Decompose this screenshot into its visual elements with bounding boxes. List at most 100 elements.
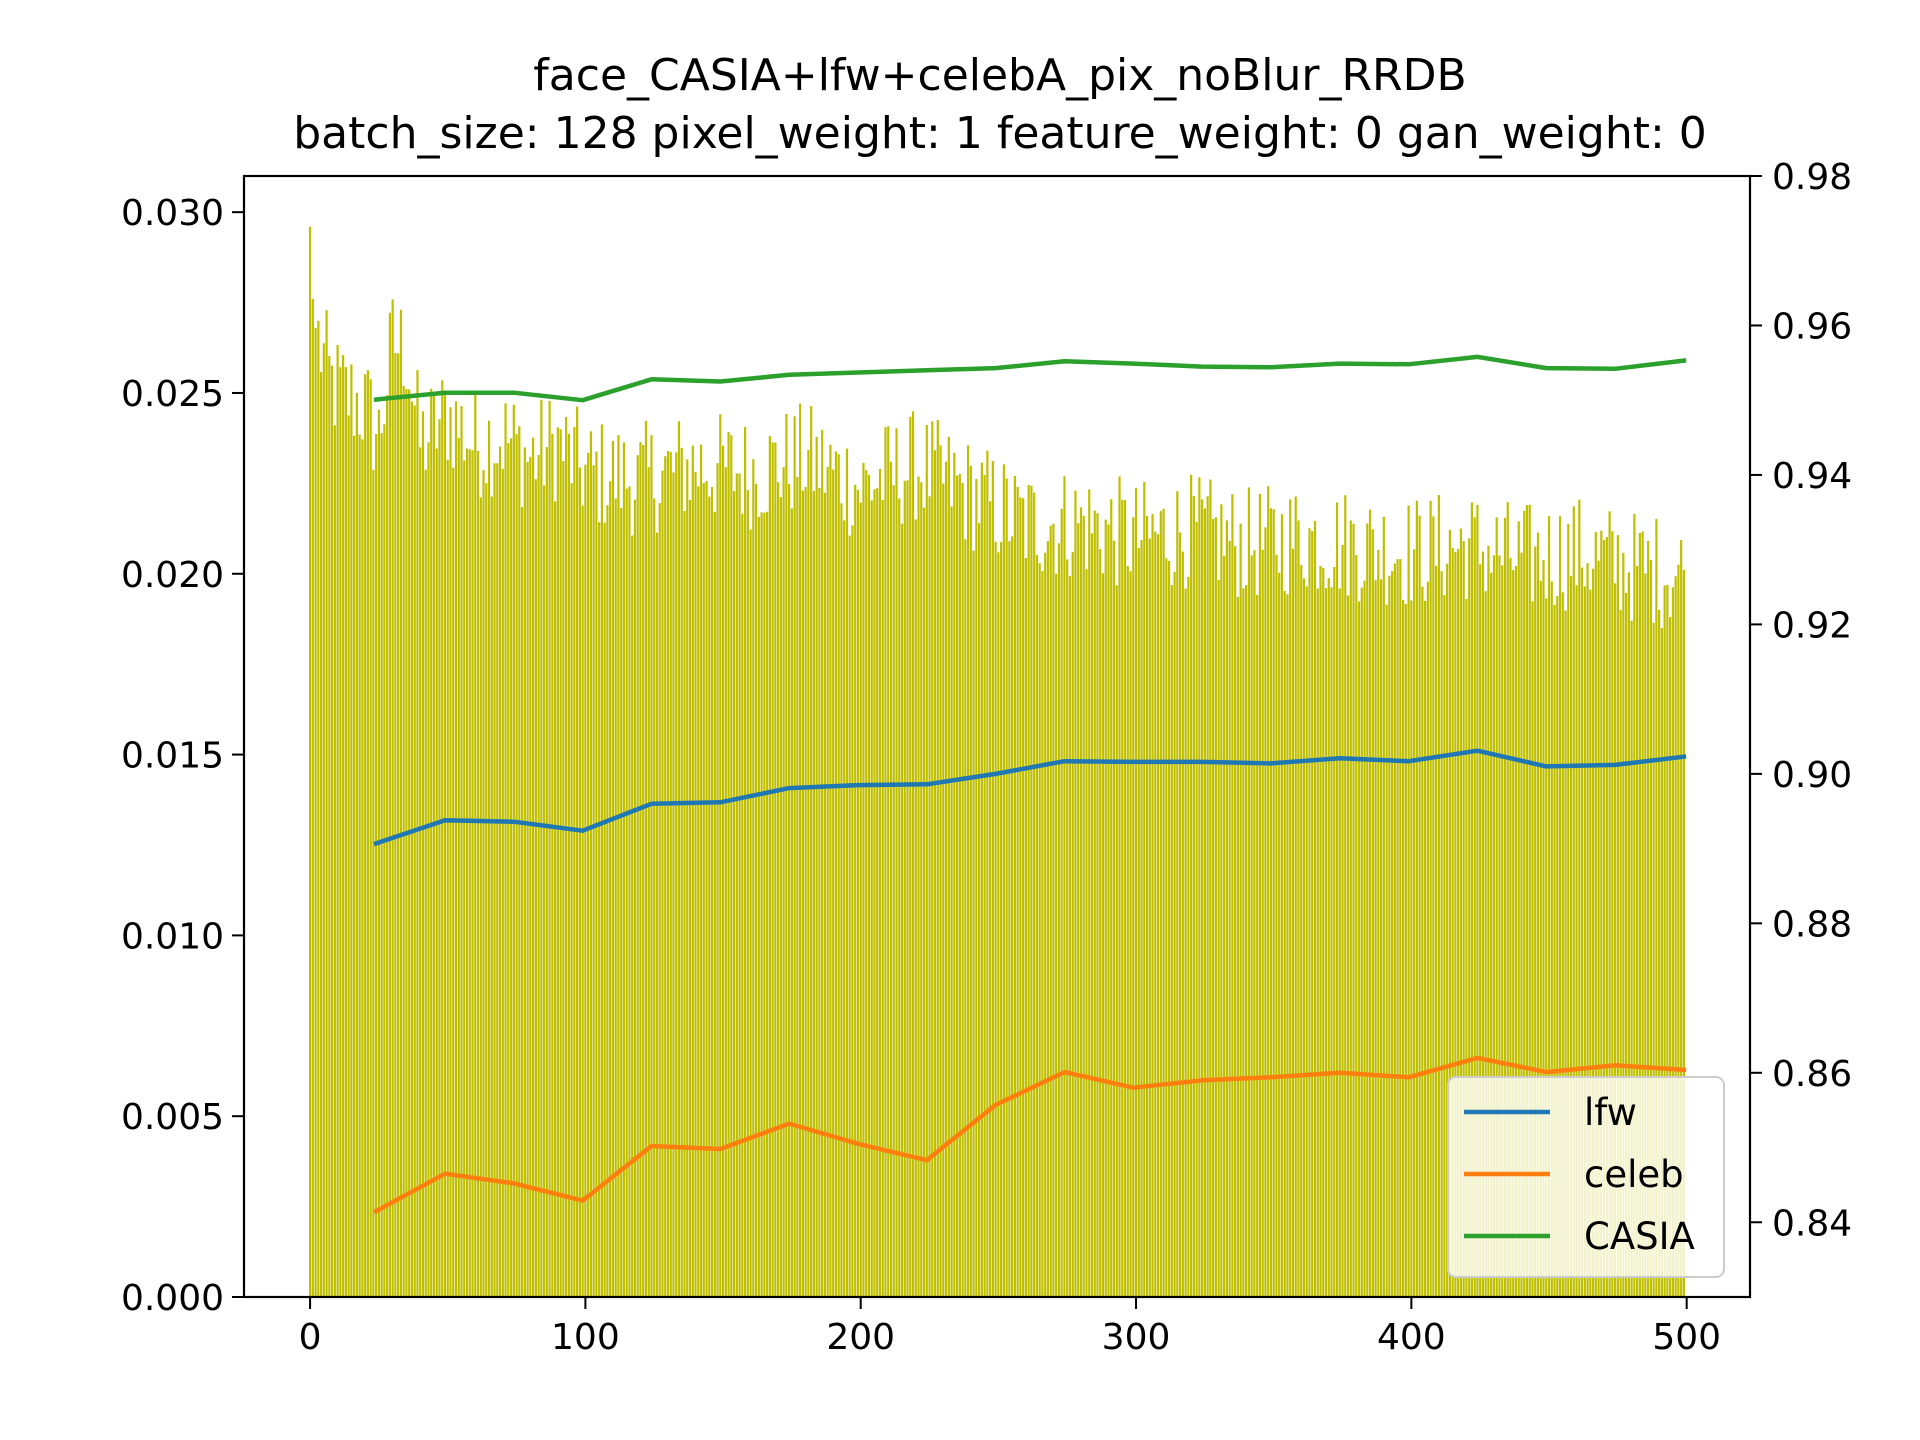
bar bbox=[366, 370, 369, 1297]
y-left-tick-label: 0.025 bbox=[121, 374, 224, 415]
bar bbox=[1622, 552, 1625, 1297]
bar bbox=[1382, 516, 1385, 1297]
bar bbox=[1542, 560, 1545, 1297]
bar bbox=[876, 488, 879, 1297]
bar bbox=[474, 392, 477, 1297]
y-right-tick-label: 0.88 bbox=[1772, 904, 1852, 945]
bar bbox=[364, 374, 367, 1297]
bar bbox=[702, 483, 705, 1298]
bar bbox=[1404, 604, 1407, 1297]
bar bbox=[1586, 563, 1589, 1297]
bar bbox=[1159, 511, 1162, 1297]
bar bbox=[355, 392, 358, 1297]
bar bbox=[1534, 546, 1537, 1297]
bar bbox=[898, 498, 901, 1297]
bar bbox=[730, 435, 733, 1297]
bar bbox=[724, 467, 727, 1297]
bar bbox=[1223, 555, 1226, 1297]
bar bbox=[1374, 580, 1377, 1297]
bar bbox=[757, 517, 760, 1297]
bar bbox=[1107, 524, 1110, 1297]
bar bbox=[576, 406, 579, 1297]
bar bbox=[545, 447, 548, 1297]
bar bbox=[1049, 525, 1052, 1297]
bar bbox=[446, 459, 449, 1297]
bar bbox=[1677, 564, 1680, 1297]
bar bbox=[350, 364, 353, 1297]
bar bbox=[1291, 548, 1295, 1297]
x-tick-label: 0 bbox=[299, 1317, 322, 1358]
bar bbox=[958, 473, 961, 1298]
bar bbox=[1390, 571, 1394, 1297]
bar bbox=[562, 461, 565, 1297]
legend-label-celeb: celeb bbox=[1584, 1153, 1684, 1196]
bar bbox=[416, 370, 419, 1297]
bar bbox=[358, 434, 361, 1297]
bar bbox=[1605, 537, 1608, 1297]
bar bbox=[1209, 479, 1212, 1298]
bar bbox=[388, 312, 392, 1297]
bar bbox=[518, 426, 521, 1297]
bar bbox=[1055, 573, 1058, 1297]
bar bbox=[1214, 517, 1217, 1297]
bar bbox=[1129, 571, 1132, 1297]
bar bbox=[1503, 517, 1507, 1297]
bar bbox=[1316, 588, 1319, 1297]
y-left-tick-label: 0.015 bbox=[121, 736, 224, 777]
bar bbox=[344, 367, 347, 1297]
bar bbox=[821, 429, 824, 1298]
bar bbox=[1580, 567, 1584, 1297]
bar bbox=[375, 434, 378, 1297]
bar bbox=[1539, 580, 1542, 1297]
bar bbox=[361, 439, 364, 1297]
x-tick-label: 500 bbox=[1652, 1317, 1721, 1358]
bar bbox=[1600, 530, 1603, 1297]
bar bbox=[1669, 617, 1672, 1297]
bar bbox=[1363, 580, 1366, 1297]
bar bbox=[1044, 552, 1047, 1297]
bar bbox=[468, 449, 471, 1298]
bar bbox=[1512, 570, 1515, 1297]
bar bbox=[1484, 591, 1487, 1297]
bar bbox=[369, 379, 372, 1297]
bar bbox=[336, 345, 339, 1297]
bar bbox=[788, 483, 791, 1298]
y-left-axis: 0.000 0.005 0.010 0.015 0.020 0.025 0.030 bbox=[121, 193, 244, 1319]
bar bbox=[1432, 516, 1435, 1297]
bar bbox=[1495, 517, 1498, 1297]
bar bbox=[807, 450, 810, 1297]
bar bbox=[1470, 502, 1474, 1297]
bar bbox=[1060, 508, 1063, 1297]
bar bbox=[1446, 563, 1449, 1297]
bar bbox=[377, 409, 381, 1298]
bar bbox=[884, 427, 887, 1297]
bar bbox=[1479, 564, 1482, 1297]
bar bbox=[620, 507, 623, 1297]
bar bbox=[719, 414, 722, 1298]
bar bbox=[1022, 498, 1025, 1297]
bar bbox=[1413, 549, 1416, 1297]
bar bbox=[1228, 540, 1231, 1297]
bar bbox=[1443, 595, 1446, 1297]
legend: lfw celeb CASIA bbox=[1447, 1076, 1725, 1278]
bar bbox=[1393, 563, 1396, 1297]
bar bbox=[983, 474, 986, 1297]
bar bbox=[1245, 584, 1248, 1297]
bar bbox=[1217, 580, 1220, 1297]
bar bbox=[1346, 595, 1350, 1297]
bar bbox=[482, 470, 485, 1297]
bar bbox=[1517, 521, 1520, 1297]
bar bbox=[611, 440, 615, 1297]
bar bbox=[1052, 523, 1055, 1297]
bar bbox=[889, 461, 893, 1297]
bar bbox=[399, 309, 403, 1297]
bar bbox=[1399, 559, 1402, 1297]
bar bbox=[1162, 508, 1165, 1297]
bar bbox=[628, 486, 631, 1297]
bar bbox=[727, 431, 730, 1297]
bar bbox=[815, 436, 818, 1298]
bar bbox=[424, 469, 427, 1298]
x-tick-label: 200 bbox=[826, 1317, 895, 1358]
bar bbox=[559, 429, 562, 1297]
bar bbox=[1206, 496, 1209, 1297]
